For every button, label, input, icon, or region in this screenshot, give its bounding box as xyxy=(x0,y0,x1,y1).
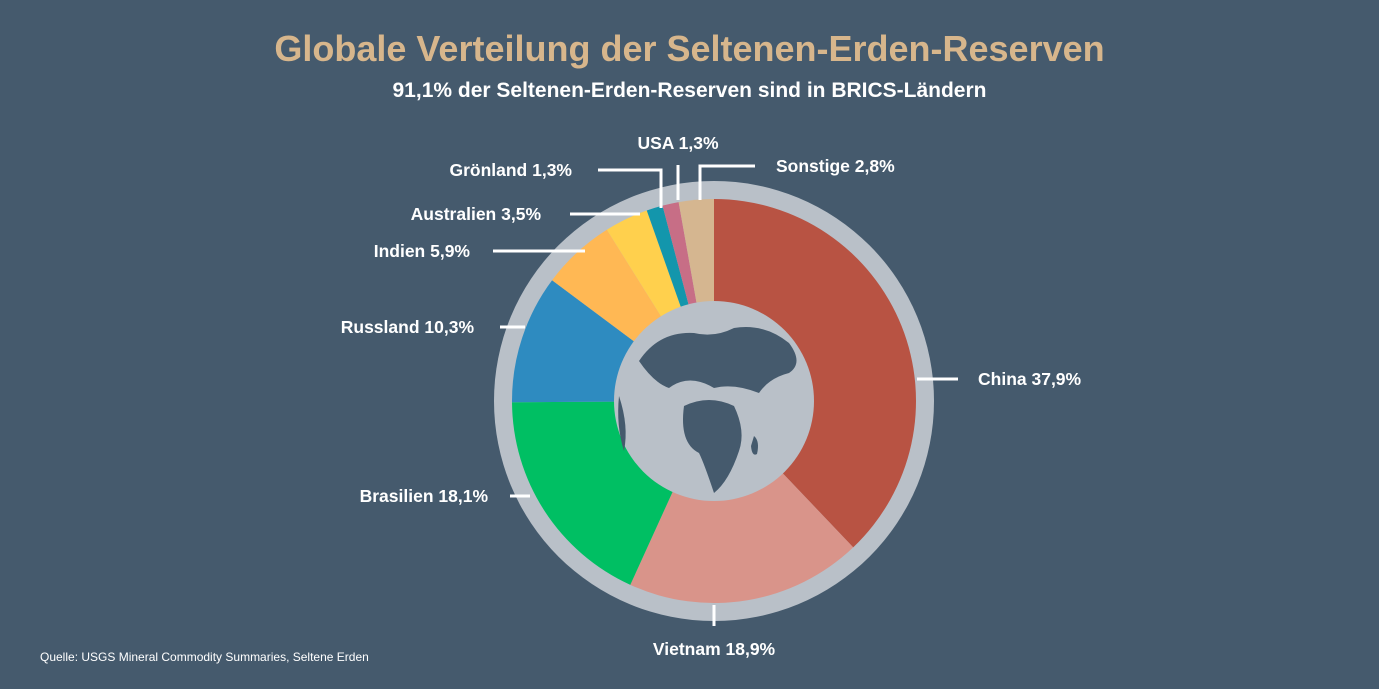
chart-subtitle: 91,1% der Seltenen-Erden-Reserven sind i… xyxy=(392,79,987,102)
globe-icon xyxy=(614,301,814,501)
data-label-sonstige: Sonstige 2,8% xyxy=(776,156,895,176)
leader-line-sonstige xyxy=(698,164,755,200)
data-label-australien: Australien 3,5% xyxy=(411,204,542,224)
source-note: Quelle: USGS Mineral Commodity Summaries… xyxy=(40,650,369,664)
data-label-russland: Russland 10,3% xyxy=(341,317,475,337)
data-label-usa: USA 1,3% xyxy=(637,133,718,153)
data-label-vietnam: Vietnam 18,9% xyxy=(653,639,776,659)
leader-line-grönland xyxy=(598,168,663,208)
data-label-china: China 37,9% xyxy=(978,369,1082,389)
slice-china xyxy=(714,199,916,548)
slice-vietnam xyxy=(630,401,854,604)
data-label-grönland: Grönland 1,3% xyxy=(449,160,572,180)
data-label-indien: Indien 5,9% xyxy=(374,241,471,261)
data-label-brasilien: Brasilien 18,1% xyxy=(360,486,489,506)
chart-title: Globale Verteilung der Seltenen-Erden-Re… xyxy=(274,28,1105,69)
